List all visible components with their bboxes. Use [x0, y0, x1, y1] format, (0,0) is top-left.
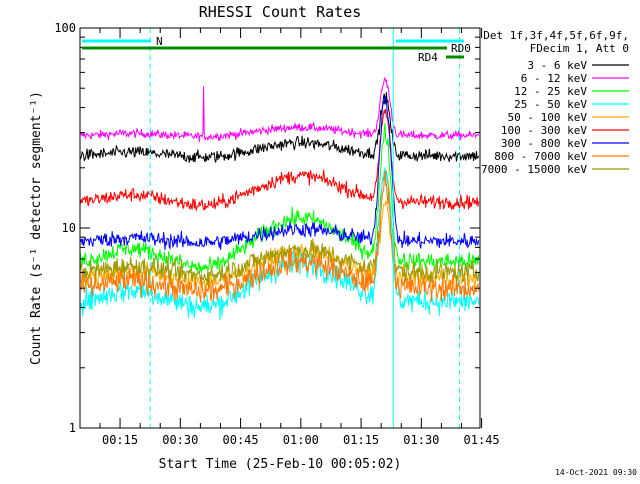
x-tick-label: 00:30 [162, 433, 198, 447]
legend-item-label: 50 - 100 keV [508, 111, 588, 124]
plot-frame [79, 27, 481, 429]
legend-item-label: 12 - 25 keV [514, 85, 587, 98]
y-tick-label: 1 [69, 421, 76, 435]
axis-ticks: 1 10 100 00:15 00:30 00:45 01:00 01:15 01:30 01:4… [54, 21, 499, 447]
legend-item-label: 3 - 6 keV [527, 59, 587, 72]
legend-header-2: FDecim 1, Att 0 [530, 42, 629, 55]
legend-item-label: 7000 - 15000 keV [481, 163, 587, 176]
night-label: N [156, 35, 163, 48]
legend: Det 1f,3f,4f,5f,6f,9f, FDecim 1, Att 0 3… [481, 29, 629, 176]
x-tick-label: 01:00 [283, 433, 319, 447]
legend-item-label: 25 - 50 keV [514, 98, 587, 111]
x-axis-label: Start Time (25-Feb-10 00:05:02) [159, 457, 402, 472]
series-line [80, 76, 480, 143]
x-tick-label: 01:30 [403, 433, 439, 447]
legend-item-label: 800 - 7000 keV [494, 150, 587, 163]
series-line [80, 122, 480, 273]
x-tick-label: 00:45 [223, 433, 259, 447]
legend-item-label: 6 - 12 keV [521, 72, 588, 85]
series-line [80, 108, 480, 212]
legend-item-label: 300 - 800 keV [501, 137, 587, 150]
legend-header-1: Det 1f,3f,4f,5f,6f,9f, [483, 29, 629, 42]
series-line [80, 95, 480, 251]
footer-date: 14-Oct-2021 09:30 [555, 468, 637, 477]
x-tick-label: 01:15 [343, 433, 379, 447]
rd4-label: RD4 [418, 51, 438, 64]
rd0-label: RD0 [451, 42, 471, 55]
series-line [80, 92, 480, 163]
x-tick-label: 00:15 [102, 433, 138, 447]
y-tick-label: 100 [54, 21, 76, 35]
markers-layer: N RD0 RD4 [82, 35, 471, 64]
series-line [80, 170, 480, 290]
series-layer [80, 28, 480, 428]
x-tick-label: 01:45 [464, 433, 500, 447]
legend-item-label: 100 - 300 keV [501, 124, 587, 137]
y-axis-label: Count Rate (s⁻¹ detector segment⁻¹) [29, 91, 44, 365]
chart-title: RHESSI Count Rates [199, 3, 362, 21]
series-line [80, 170, 480, 303]
y-tick-label: 10 [62, 221, 76, 235]
